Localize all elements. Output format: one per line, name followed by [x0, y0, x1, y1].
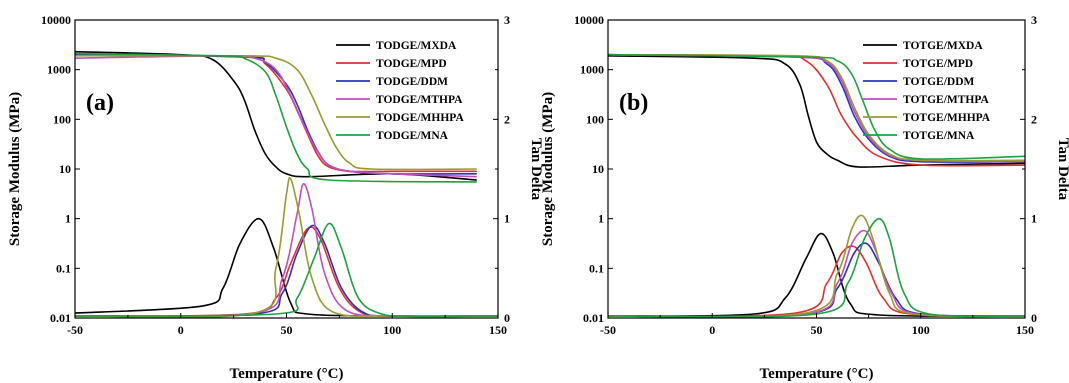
y-right-axis-label: Tan Delta — [1055, 138, 1069, 201]
y-left-tick-label: 1000 — [580, 63, 604, 77]
legend-label-3: TOTGE/DDM — [903, 76, 974, 88]
x-axis-label: Temperature (°C) — [230, 366, 344, 382]
tan-delta-line-4 — [608, 229, 1025, 318]
legend-label-4: TODGE/MTHPA — [376, 94, 463, 106]
y-right-tick-label: 0 — [504, 311, 510, 325]
legend-label-1: TOTGE/MXDA — [903, 40, 983, 52]
y-left-tick-label: 10 — [59, 162, 71, 176]
legend-label-4: TOTGE/MTHPA — [903, 94, 990, 106]
y-left-tick-label: 100 — [586, 112, 604, 126]
y-left-tick-label: 0.01 — [50, 311, 71, 325]
y-right-tick-label: 1 — [1031, 212, 1037, 226]
y-left-tick-label: 10000 — [574, 13, 604, 27]
y-left-tick-label: 1 — [598, 212, 604, 226]
x-tick-label: 150 — [489, 323, 507, 337]
y-right-tick-label: 2 — [1031, 112, 1037, 126]
tan-delta-line-6 — [608, 217, 1025, 318]
y-left-tick-label: 10000 — [41, 13, 71, 27]
y-right-tick-label: 3 — [504, 13, 510, 27]
storage-modulus-line-5 — [75, 54, 477, 171]
tan-delta-line-6 — [75, 222, 498, 317]
legend-label-6: TOTGE/MNA — [903, 130, 975, 142]
x-tick-label: 150 — [1016, 323, 1034, 337]
y-left-tick-label: 10 — [592, 162, 604, 176]
x-tick-label: -50 — [67, 323, 83, 337]
y-right-tick-label: 0 — [1031, 311, 1037, 325]
tan-delta-line-5 — [608, 214, 1025, 318]
panel-b: -50 0 50 100 150 0.01 0.1 1 10 100 1000 10000 0 1 2 3 Te… — [540, 13, 1069, 382]
y-left-axis-label: Storage Modulus (MPa) — [540, 92, 556, 246]
panel-label: (a) — [86, 90, 114, 116]
y-left-tick-label: 0.1 — [589, 261, 604, 275]
tan-delta-line-2 — [75, 226, 498, 318]
y-left-tick-label: 0.01 — [583, 311, 604, 325]
tan-delta-line-5 — [75, 176, 498, 318]
panel-a: -50 0 50 100 150 0.01 0.1 1 10 100 1000 10000 0 1 2 3 Te… — [7, 13, 544, 382]
storage-modulus-line-1 — [608, 55, 1025, 168]
y-right-tick-label: 3 — [1031, 13, 1037, 27]
storage-modulus-line-5 — [608, 53, 1025, 162]
storage-modulus-line-6 — [608, 53, 1025, 160]
legend-label-5: TODGE/MHHPA — [376, 112, 464, 124]
legend-label-1: TODGE/MXDA — [376, 40, 457, 52]
y-right-tick-label: 2 — [504, 112, 510, 126]
x-tick-label: 100 — [912, 323, 930, 337]
x-tick-label: 50 — [811, 323, 823, 337]
y-left-tick-label: 0.1 — [56, 261, 71, 275]
y-right-axis-label: Tan Delta — [528, 138, 544, 201]
y-left-tick-label: 1 — [65, 212, 71, 226]
y-left-tick-label: 100 — [53, 112, 71, 126]
storage-modulus-line-6 — [75, 52, 477, 183]
panel-label: (b) — [619, 90, 648, 116]
tan-delta-line-4 — [75, 183, 498, 318]
legend-label-3: TODGE/DDM — [376, 76, 448, 88]
y-left-axis-label: Storage Modulus (MPa) — [7, 92, 23, 246]
x-tick-label: -50 — [600, 323, 616, 337]
tan-delta-line-2 — [608, 245, 1025, 318]
legend-label-6: TODGE/MNA — [376, 130, 449, 142]
storage-modulus-line-2 — [608, 53, 1025, 167]
data-layer — [608, 53, 1025, 318]
x-tick-label: 0 — [709, 323, 715, 337]
legend-label-2: TODGE/MPD — [376, 58, 447, 70]
tan-delta-line-1 — [608, 232, 1025, 318]
tan-delta-line-3 — [75, 224, 498, 318]
y-left-tick-label: 1000 — [47, 63, 71, 77]
x-tick-label: 50 — [281, 323, 293, 337]
x-tick-label: 100 — [383, 323, 401, 337]
x-axis-label: Temperature (°C) — [760, 366, 874, 382]
legend-label-2: TOTGE/MPD — [903, 58, 973, 70]
data-layer — [75, 50, 498, 318]
x-tick-label: 0 — [178, 323, 184, 337]
y-right-tick-label: 1 — [504, 212, 510, 226]
legend-label-5: TOTGE/MHHPA — [903, 112, 991, 124]
